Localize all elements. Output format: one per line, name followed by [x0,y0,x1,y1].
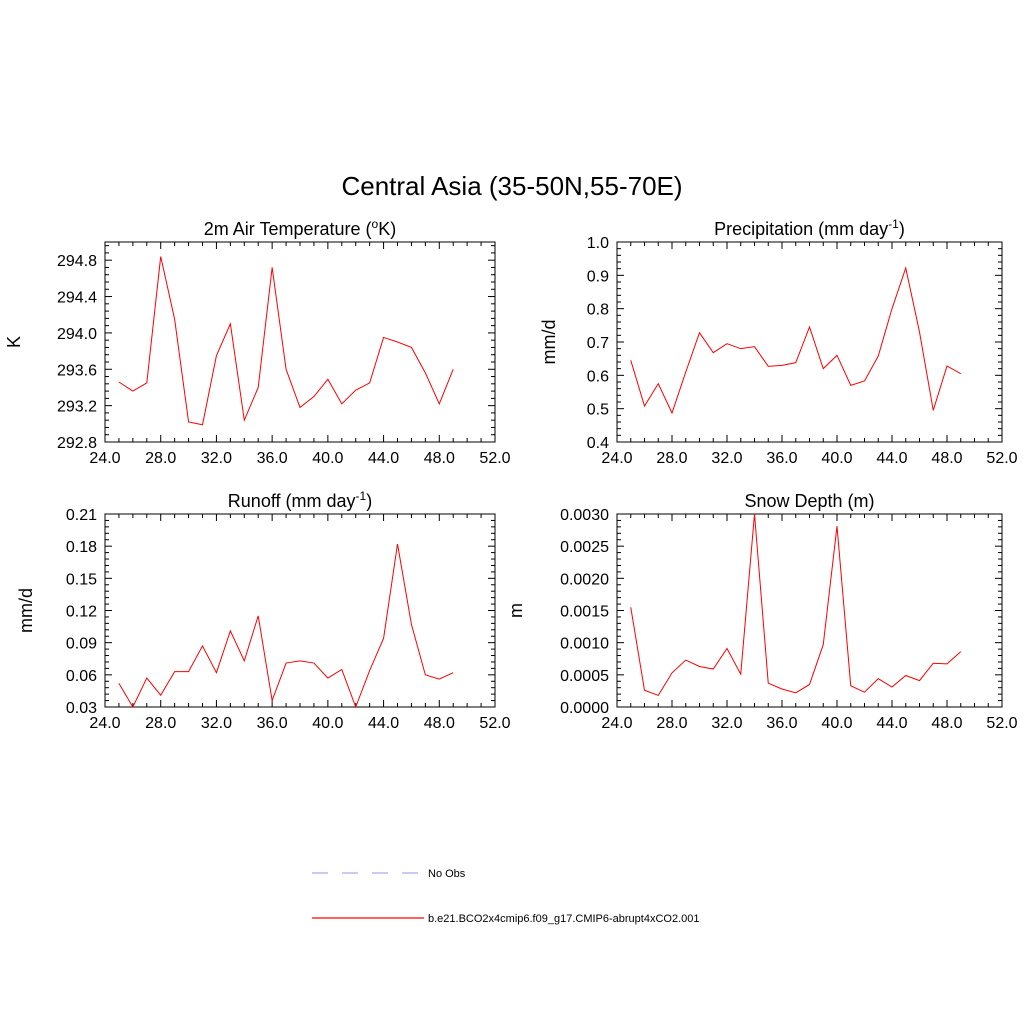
panel-title: 2m Air Temperature (oK) [204,217,396,239]
y-tick-label: 0.5 [587,402,609,419]
series-line-1 [630,266,961,415]
x-tick-label: 36.0 [257,450,288,467]
x-tick-label: 24.0 [89,715,120,732]
x-tick-label: 32.0 [711,715,742,732]
x-tick-label: 48.0 [931,450,962,467]
plot-frame [616,241,1003,443]
y-tick-label: 0.15 [66,571,97,588]
y-tick-label: 0.8 [587,302,609,319]
y-tick-label: 292.8 [57,435,97,452]
x-tick-label: 48.0 [931,715,962,732]
y-tick-label: 0.4 [587,435,609,452]
x-tick-label: 44.0 [368,715,399,732]
x-tick-label: 52.0 [986,715,1017,732]
x-tick-label: 40.0 [312,450,343,467]
y-tick-label: 0.0000 [560,700,609,717]
x-tick-label: 40.0 [821,450,852,467]
y-tick-label: 0.09 [66,636,97,653]
x-tick-label: 28.0 [656,715,687,732]
y-tick-label: 294.8 [57,253,97,270]
series-line-1 [630,513,962,697]
chart-panel-2: 24.0 28.0 32.0 36.0 40.0 44.0 48.0 52.0 0.4 0.5 0.… [539,217,1018,467]
y-tick-label: 293.2 [57,399,97,416]
y-tick-label: 294.0 [57,326,97,343]
x-tick-label: 32.0 [201,450,232,467]
y-tick-label: 0.9 [587,268,609,285]
x-tick-label: 48.0 [424,450,455,467]
x-tick-label: 36.0 [766,715,797,732]
x-tick-label: 28.0 [145,715,176,732]
x-tick-label: 36.0 [257,715,288,732]
y-tick-label: 0.0005 [560,668,609,685]
y-tick-label: 0.21 [66,507,97,524]
chart-panels: 24.0 28.0 32.0 36.0 40.0 44.0 48.0 52.0 292.8 293… [4,217,1018,732]
panel-title: Precipitation (mm day-1) [714,217,905,239]
plot-frame [104,241,496,443]
y-axis-label: m [506,603,526,618]
figure-title: Central Asia (35-50N,55-70E) [341,171,682,201]
x-tick-label: 32.0 [201,715,232,732]
panel-title: Runoff (mm day-1) [228,489,372,511]
y-tick-label: 0.0010 [560,636,609,653]
legend-label-2: b.e21.BCO2x4cmip6.f09_g17.CMIP6-abrupt4x… [428,913,700,925]
x-tick-label: 44.0 [368,450,399,467]
x-tick-label: 40.0 [821,715,852,732]
x-tick-label: 28.0 [145,450,176,467]
y-axis-label: mm/d [16,588,36,633]
legend-label-1: No Obs [428,868,466,880]
panel-title: Snow Depth (m) [744,491,874,511]
chart-panel-1: 24.0 28.0 32.0 36.0 40.0 44.0 48.0 52.0 292.8 293… [4,217,511,467]
y-tick-label: 0.12 [66,604,97,621]
y-tick-label: 1.0 [587,235,609,252]
y-tick-label: 293.6 [57,362,97,379]
y-tick-label: 0.03 [66,700,97,717]
x-tick-label: 24.0 [601,715,632,732]
x-tick-label: 24.0 [89,450,120,467]
y-tick-label: 0.0015 [560,604,609,621]
series-line-1 [118,543,454,709]
y-tick-label: 0.06 [66,668,97,685]
x-tick-label: 52.0 [479,450,510,467]
x-tick-label: 52.0 [986,450,1017,467]
chart-panel-4: 24.0 28.0 32.0 36.0 40.0 44.0 48.0 52.0 0.0000 0.… [506,491,1018,732]
series-line-1 [118,256,454,426]
y-axis-label: mm/d [539,320,559,365]
y-tick-label: 0.0020 [560,571,609,588]
y-tick-label: 0.0030 [560,507,609,524]
legend: No Obs b.e21.BCO2x4cmip6.f09_g17.CMIP6-ab… [312,868,700,925]
y-tick-label: 0.7 [587,335,609,352]
x-tick-label: 48.0 [424,715,455,732]
x-tick-label: 44.0 [876,450,907,467]
y-axis-label: K [4,336,24,348]
chart-panel-3: 24.0 28.0 32.0 36.0 40.0 44.0 48.0 52.0 0.03 0.06… [16,489,511,732]
x-tick-label: 40.0 [312,715,343,732]
y-tick-label: 0.0025 [560,539,609,556]
plot-frame [616,513,1003,708]
y-tick-label: 0.18 [66,539,97,556]
x-tick-label: 32.0 [711,450,742,467]
x-tick-label: 44.0 [876,715,907,732]
y-tick-label: 0.6 [587,368,609,385]
y-tick-label: 294.4 [57,290,97,307]
x-tick-label: 36.0 [766,450,797,467]
x-tick-label: 28.0 [656,450,687,467]
x-tick-label: 52.0 [479,715,510,732]
x-tick-label: 24.0 [601,450,632,467]
